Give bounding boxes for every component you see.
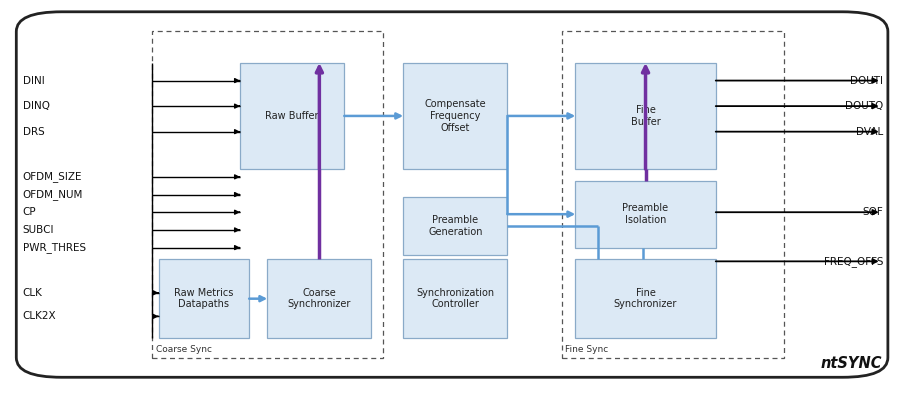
FancyArrowPatch shape (507, 212, 573, 217)
FancyArrowPatch shape (716, 104, 877, 108)
Text: SUBCI: SUBCI (23, 225, 54, 235)
FancyArrowPatch shape (235, 175, 239, 179)
FancyArrowPatch shape (716, 78, 877, 83)
Text: CP: CP (23, 207, 36, 217)
FancyArrowPatch shape (316, 67, 323, 169)
FancyBboxPatch shape (575, 63, 716, 169)
Text: Fine
Synchronizer: Fine Synchronizer (614, 288, 677, 309)
FancyArrowPatch shape (344, 114, 400, 118)
FancyBboxPatch shape (267, 259, 371, 338)
Text: Fine
Buffer: Fine Buffer (631, 105, 660, 127)
Text: DOUTI: DOUTI (851, 75, 883, 86)
Text: DINI: DINI (23, 75, 44, 86)
FancyBboxPatch shape (240, 63, 344, 169)
Text: SOF: SOF (863, 207, 883, 217)
Text: Coarse
Synchronizer: Coarse Synchronizer (288, 288, 351, 309)
Bar (152, 31, 383, 358)
FancyArrowPatch shape (716, 210, 877, 215)
Text: DVAL: DVAL (856, 127, 883, 137)
FancyArrowPatch shape (235, 246, 239, 250)
Text: OFDM_NUM: OFDM_NUM (23, 189, 83, 200)
Text: DOUTQ: DOUTQ (845, 101, 883, 111)
FancyBboxPatch shape (159, 259, 249, 338)
FancyArrowPatch shape (716, 129, 877, 134)
FancyBboxPatch shape (575, 181, 716, 248)
Text: Raw Buffer: Raw Buffer (265, 111, 319, 121)
FancyArrowPatch shape (249, 296, 265, 301)
Text: Raw Metrics
Datapaths: Raw Metrics Datapaths (174, 288, 234, 309)
FancyBboxPatch shape (575, 259, 716, 338)
Text: FREQ_OFFS: FREQ_OFFS (824, 256, 883, 267)
Text: Coarse Sync: Coarse Sync (156, 345, 212, 354)
Text: DRS: DRS (23, 127, 44, 137)
FancyBboxPatch shape (403, 63, 507, 169)
FancyArrowPatch shape (235, 104, 239, 108)
Text: CLK: CLK (23, 288, 43, 298)
FancyArrowPatch shape (235, 210, 239, 214)
Text: Preamble
Isolation: Preamble Isolation (622, 204, 669, 225)
FancyBboxPatch shape (16, 12, 888, 377)
Text: Synchronization
Controller: Synchronization Controller (416, 288, 495, 309)
Bar (562, 31, 784, 358)
FancyArrowPatch shape (235, 193, 239, 196)
Text: OFDM_SIZE: OFDM_SIZE (23, 171, 82, 182)
FancyArrowPatch shape (153, 314, 158, 318)
FancyArrowPatch shape (153, 291, 158, 295)
Text: Preamble
Generation: Preamble Generation (428, 215, 483, 237)
Text: CLK2X: CLK2X (23, 311, 56, 321)
FancyArrowPatch shape (642, 67, 649, 169)
Text: ntSYNC: ntSYNC (821, 356, 882, 371)
Text: DINQ: DINQ (23, 101, 50, 111)
Text: PWR_THRES: PWR_THRES (23, 242, 86, 253)
FancyArrowPatch shape (235, 130, 239, 134)
FancyArrowPatch shape (235, 228, 239, 232)
FancyArrowPatch shape (235, 79, 239, 83)
FancyArrowPatch shape (507, 114, 573, 118)
FancyBboxPatch shape (403, 196, 507, 255)
Text: Compensate
Frequency
Offset: Compensate Frequency Offset (424, 99, 487, 132)
FancyBboxPatch shape (403, 259, 507, 338)
FancyArrowPatch shape (716, 259, 877, 264)
Text: Fine Sync: Fine Sync (565, 345, 609, 354)
